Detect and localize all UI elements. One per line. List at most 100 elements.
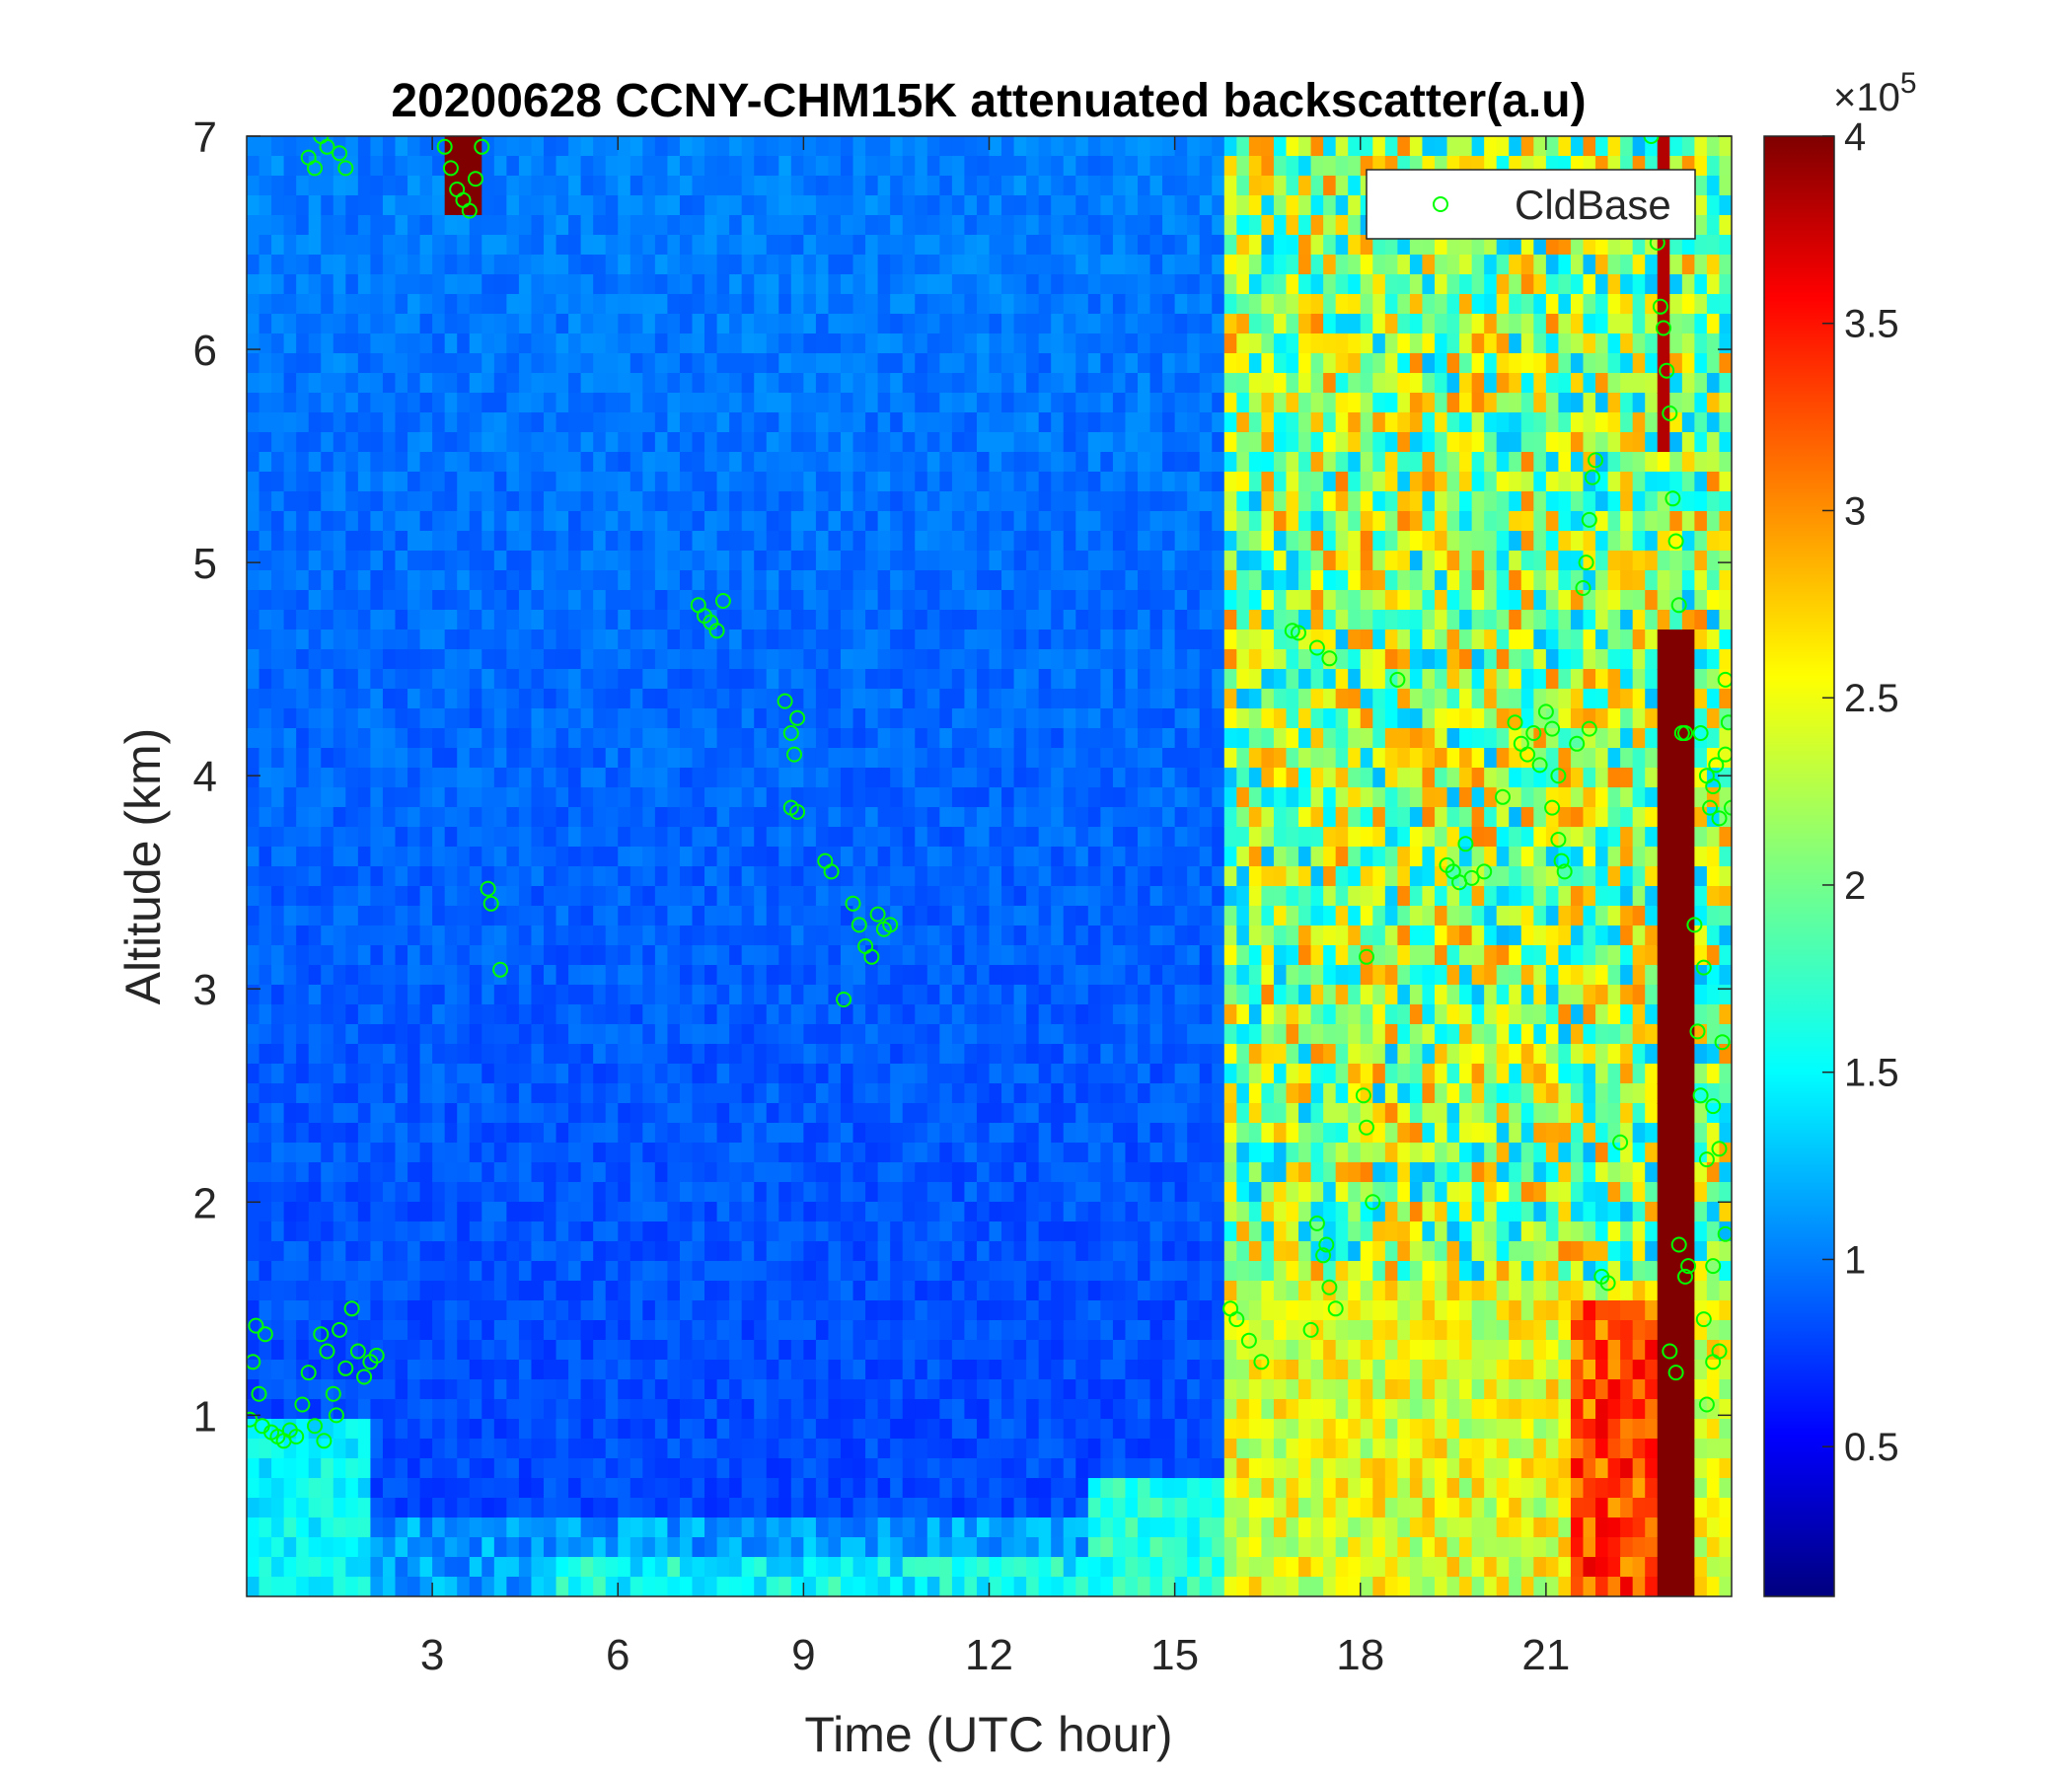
heatmap-cell <box>432 728 446 749</box>
heatmap-cell <box>345 195 359 216</box>
heatmap-cell <box>605 274 619 295</box>
heatmap-cell <box>629 1162 643 1183</box>
heatmap-cell <box>865 1517 879 1538</box>
heatmap-cell <box>778 1478 792 1499</box>
heatmap-cell <box>259 1064 272 1084</box>
heatmap-cell <box>679 886 694 907</box>
heatmap-cell <box>296 1103 310 1124</box>
heatmap-cell <box>766 1221 779 1242</box>
heatmap-cell <box>667 1577 681 1596</box>
heatmap-cell <box>345 393 359 413</box>
heatmap-cell <box>729 1221 743 1242</box>
heatmap-cell <box>877 1202 891 1222</box>
heatmap-cell <box>654 1202 669 1222</box>
heatmap-cell <box>247 1478 260 1499</box>
heatmap-cell <box>247 649 260 670</box>
heatmap-cell <box>407 1143 421 1163</box>
heatmap-cell <box>469 274 482 295</box>
heatmap-cell <box>531 728 545 749</box>
heatmap-cell <box>333 669 346 690</box>
heatmap-cell <box>605 1044 619 1065</box>
heatmap-cell <box>852 373 866 394</box>
heatmap-cell <box>778 1202 792 1222</box>
heatmap-cell <box>890 1281 904 1301</box>
heatmap-cell <box>729 136 743 157</box>
heatmap-cell <box>580 1399 594 1420</box>
heatmap-cell <box>964 255 978 275</box>
heatmap-cell <box>493 274 507 295</box>
heatmap-cell <box>964 1182 978 1203</box>
heatmap-cell <box>1013 235 1027 256</box>
heatmap-cell <box>778 649 792 670</box>
heatmap-cell <box>357 827 372 848</box>
heatmap-cell <box>926 1379 940 1400</box>
heatmap-cell <box>629 1123 643 1144</box>
heatmap-cell <box>716 333 730 354</box>
heatmap-cell <box>283 353 297 374</box>
heatmap-cell <box>481 669 495 690</box>
heatmap-cell <box>926 669 940 690</box>
heatmap-cell <box>654 274 669 295</box>
heatmap-cell <box>716 432 730 453</box>
heatmap-cell <box>815 965 830 986</box>
heatmap-cell <box>321 768 334 788</box>
heatmap-cell <box>1013 472 1027 492</box>
heatmap-cell <box>259 1300 272 1321</box>
heatmap-cell <box>865 1320 879 1341</box>
heatmap-cell <box>444 1083 458 1104</box>
heatmap-cell <box>815 1281 830 1301</box>
heatmap-cell <box>506 1419 520 1440</box>
heatmap-cell <box>642 787 656 808</box>
heatmap-cell <box>815 590 830 611</box>
heatmap-cell <box>654 1517 669 1538</box>
heatmap-cell <box>593 906 607 926</box>
heatmap-cell <box>1063 531 1076 552</box>
heatmap-cell <box>308 1143 322 1163</box>
heatmap-cell <box>1026 1300 1040 1321</box>
heatmap-cell <box>419 1064 433 1084</box>
heatmap-cell <box>704 1182 718 1203</box>
heatmap-cell <box>1063 689 1076 709</box>
heatmap-cell <box>926 1439 940 1459</box>
heatmap-cell <box>296 531 310 552</box>
heatmap-cell <box>754 215 768 236</box>
heatmap-cell <box>493 412 507 433</box>
heatmap-cell <box>1001 1458 1015 1479</box>
heatmap-cell <box>790 1182 804 1203</box>
heatmap-cell <box>321 1241 334 1262</box>
heatmap-cell <box>259 866 272 887</box>
heatmap-cell <box>618 156 631 177</box>
heatmap-cell <box>444 906 458 926</box>
heatmap-cell <box>506 1261 520 1282</box>
heatmap-cell <box>481 333 495 354</box>
heatmap-cell <box>395 176 408 196</box>
heatmap-cell <box>308 965 322 986</box>
heatmap-cell <box>877 985 891 1005</box>
heatmap-cell <box>877 1004 891 1025</box>
heatmap-cell <box>803 807 817 828</box>
heatmap-cell <box>902 1241 916 1262</box>
heatmap-cell <box>444 985 458 1005</box>
heatmap-cell <box>333 1281 346 1301</box>
heatmap-cell <box>1038 1281 1052 1301</box>
heatmap-cell <box>890 274 904 295</box>
heatmap-cell <box>679 531 694 552</box>
heatmap-cell <box>778 1577 792 1596</box>
heatmap-cell <box>964 1458 978 1479</box>
heatmap-cell <box>915 1261 928 1282</box>
heatmap-cell <box>915 807 928 828</box>
heatmap-cell <box>1001 1281 1015 1301</box>
heatmap-cell <box>902 215 916 236</box>
heatmap-cell <box>593 1261 607 1282</box>
heatmap-cell <box>790 215 804 236</box>
heatmap-cell <box>493 1202 507 1222</box>
heatmap-cell <box>493 1537 507 1558</box>
heatmap-cell <box>457 531 471 552</box>
heatmap-cell <box>493 768 507 788</box>
heatmap-cell <box>654 1340 669 1361</box>
heatmap-cell <box>704 1320 718 1341</box>
heatmap-cell <box>568 1261 582 1282</box>
heatmap-cell <box>951 708 966 729</box>
heatmap-cell <box>815 1064 830 1084</box>
heatmap-cell <box>271 1300 285 1321</box>
